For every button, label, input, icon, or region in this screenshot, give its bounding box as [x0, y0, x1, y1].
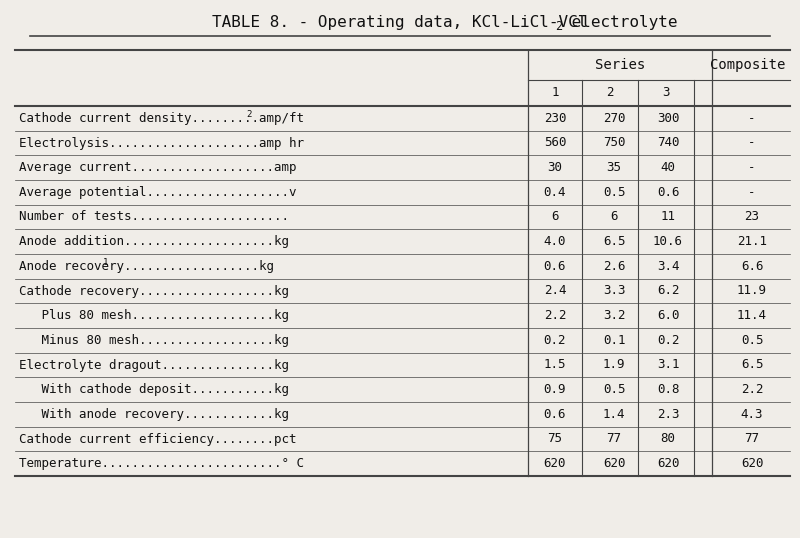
Text: 3.4: 3.4 [657, 260, 679, 273]
Text: Anode recovery: Anode recovery [19, 260, 124, 273]
Text: 6: 6 [610, 210, 618, 223]
Text: 6.5: 6.5 [602, 235, 626, 248]
Text: 0.6: 0.6 [544, 260, 566, 273]
Text: 230: 230 [544, 112, 566, 125]
Text: 10.6: 10.6 [653, 235, 683, 248]
Text: 2.6: 2.6 [602, 260, 626, 273]
Text: 40: 40 [661, 161, 675, 174]
Text: Average current...................amp: Average current...................amp [19, 161, 297, 174]
Text: 6: 6 [551, 210, 558, 223]
Text: 2.3: 2.3 [657, 408, 679, 421]
Text: 3.2: 3.2 [602, 309, 626, 322]
Text: 1.4: 1.4 [602, 408, 626, 421]
Text: Plus 80 mesh...................kg: Plus 80 mesh...................kg [19, 309, 289, 322]
Text: 620: 620 [602, 457, 626, 470]
Text: 3.3: 3.3 [602, 285, 626, 298]
Text: 80: 80 [661, 433, 675, 445]
Text: 0.8: 0.8 [657, 383, 679, 396]
Text: 6.5: 6.5 [741, 358, 763, 372]
Text: 0.9: 0.9 [544, 383, 566, 396]
Text: With cathode deposit...........kg: With cathode deposit...........kg [19, 383, 289, 396]
Text: 3: 3 [662, 87, 670, 100]
Text: TABLE 8. - Operating data, KCl-LiCl-VCl: TABLE 8. - Operating data, KCl-LiCl-VCl [212, 16, 588, 31]
Text: 4.3: 4.3 [741, 408, 763, 421]
Text: -: - [748, 161, 756, 174]
Text: -: - [748, 112, 756, 125]
Text: 750: 750 [602, 137, 626, 150]
Text: 2.2: 2.2 [741, 383, 763, 396]
Text: 3.1: 3.1 [657, 358, 679, 372]
Text: 0.5: 0.5 [602, 383, 626, 396]
Text: 620: 620 [741, 457, 763, 470]
Text: 2.4: 2.4 [544, 285, 566, 298]
Text: 1.9: 1.9 [602, 358, 626, 372]
Text: ...................kg: ...................kg [110, 260, 274, 273]
Text: 30: 30 [547, 161, 562, 174]
Text: 1: 1 [103, 258, 109, 267]
Text: Electrolysis....................amp hr: Electrolysis....................amp hr [19, 137, 304, 150]
Text: Minus 80 mesh..................kg: Minus 80 mesh..................kg [19, 334, 289, 347]
Text: 1.5: 1.5 [544, 358, 566, 372]
Text: Temperature........................° C: Temperature........................° C [19, 457, 304, 470]
Text: Anode addition....................kg: Anode addition....................kg [19, 235, 289, 248]
Text: 560: 560 [544, 137, 566, 150]
Text: 0.6: 0.6 [657, 186, 679, 199]
Text: 11.9: 11.9 [737, 285, 767, 298]
Text: 77: 77 [606, 433, 622, 445]
Text: electrolyte: electrolyte [562, 16, 678, 31]
Text: 23: 23 [745, 210, 759, 223]
Text: 2: 2 [555, 20, 562, 33]
Text: 11: 11 [661, 210, 675, 223]
Text: Series: Series [595, 58, 645, 72]
Text: Electrolyte dragout...............kg: Electrolyte dragout...............kg [19, 358, 289, 372]
Text: 77: 77 [745, 433, 759, 445]
Text: 300: 300 [657, 112, 679, 125]
Text: 0.6: 0.6 [544, 408, 566, 421]
Text: 0.4: 0.4 [544, 186, 566, 199]
Text: 0.2: 0.2 [657, 334, 679, 347]
Text: Cathode current density.........amp/ft: Cathode current density.........amp/ft [19, 112, 304, 125]
Text: 4.0: 4.0 [544, 235, 566, 248]
Text: 2: 2 [246, 110, 251, 119]
Text: 0.5: 0.5 [602, 186, 626, 199]
Text: 21.1: 21.1 [737, 235, 767, 248]
Text: 620: 620 [544, 457, 566, 470]
Text: -: - [748, 186, 756, 199]
Text: 2: 2 [606, 87, 614, 100]
Text: 0.2: 0.2 [544, 334, 566, 347]
Text: Composite: Composite [710, 58, 785, 72]
Text: 6.6: 6.6 [741, 260, 763, 273]
Text: 270: 270 [602, 112, 626, 125]
Text: Cathode current efficiency........pct: Cathode current efficiency........pct [19, 433, 297, 445]
Text: 740: 740 [657, 137, 679, 150]
Text: 6.2: 6.2 [657, 285, 679, 298]
Text: 11.4: 11.4 [737, 309, 767, 322]
Text: 35: 35 [606, 161, 622, 174]
Text: 1: 1 [551, 87, 558, 100]
Text: With anode recovery............kg: With anode recovery............kg [19, 408, 289, 421]
Text: Cathode recovery..................kg: Cathode recovery..................kg [19, 285, 289, 298]
Text: 6.0: 6.0 [657, 309, 679, 322]
Text: Average potential...................v: Average potential...................v [19, 186, 297, 199]
Text: Number of tests.....................: Number of tests..................... [19, 210, 289, 223]
Text: 620: 620 [657, 457, 679, 470]
Text: 2.2: 2.2 [544, 309, 566, 322]
Text: 0.5: 0.5 [741, 334, 763, 347]
Text: 0.1: 0.1 [602, 334, 626, 347]
Text: 75: 75 [547, 433, 562, 445]
Text: -: - [748, 137, 756, 150]
